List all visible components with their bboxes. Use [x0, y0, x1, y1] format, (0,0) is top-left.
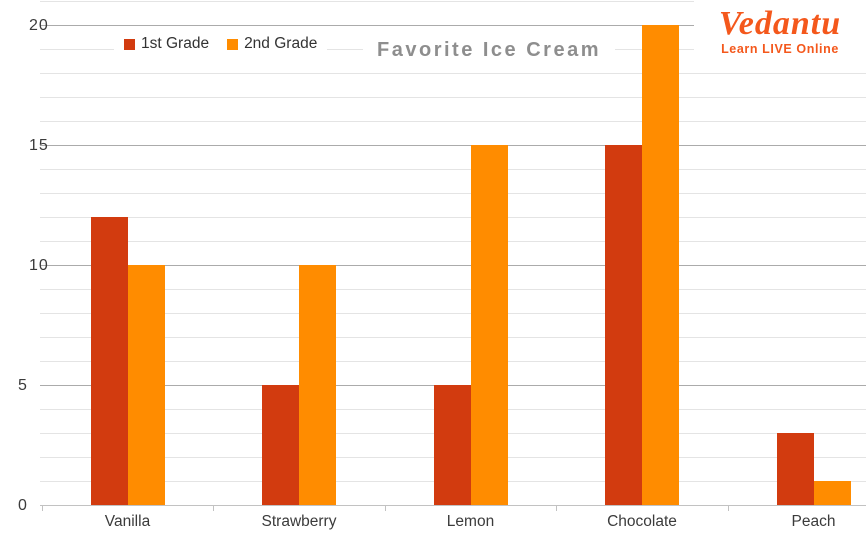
bar-2nd-grade-chocolate [642, 25, 679, 505]
x-axis-tick-0 [41, 505, 43, 511]
legend-label-1st-grade: 1st Grade [141, 35, 210, 52]
gridline-minor-17 [40, 97, 866, 98]
gridline-minor-14 [40, 169, 866, 170]
gridline-minor-9 [40, 289, 866, 290]
vedantu-tagline: Learn LIVE Online [721, 41, 839, 56]
legend-item-1st-grade: 1st Grade [124, 35, 209, 53]
bar-1st-grade-chocolate [605, 145, 642, 505]
gridline-major-10 [40, 265, 866, 266]
bar-1st-grade-strawberry [262, 385, 299, 505]
vedantu-logo: Vedantu Learn LIVE Online [694, 0, 866, 62]
bar-1st-grade-vanilla [90, 217, 128, 505]
legend-item-2nd-grade: 2nd Grade [227, 35, 317, 53]
gridline-major-15 [40, 145, 866, 146]
legend-swatch-1st-grade [124, 38, 135, 50]
x-axis-tick-2 [384, 505, 386, 511]
gridline-minor-6 [40, 361, 866, 362]
y-axis-label-0: 0 [18, 497, 28, 514]
vedantu-wordmark: Vedantu [718, 4, 842, 42]
x-axis-tick-4 [727, 505, 729, 511]
gridline-minor-13 [40, 193, 866, 194]
bar-2nd-grade-lemon [470, 145, 508, 505]
bar-2nd-grade-vanilla [127, 265, 165, 505]
bar-2nd-grade-peach [813, 481, 851, 505]
legend-swatch-2nd-grade [227, 38, 239, 50]
x-axis-tick-3 [556, 505, 558, 511]
bar-1st-grade-peach [776, 433, 814, 505]
chart-title: Favorite Ice Cream [363, 36, 615, 65]
x-axis-label-lemon: Lemon [446, 513, 495, 530]
y-axis-label-10: 10 [29, 257, 49, 274]
gridline-minor-12 [40, 217, 866, 218]
x-axis-tick-1 [213, 505, 215, 511]
x-axis-label-chocolate: Chocolate [607, 513, 677, 530]
chart-legend: 1st Grade 2nd Grade [114, 31, 328, 57]
y-axis-label-20: 20 [29, 17, 49, 34]
bar-2nd-grade-strawberry [299, 265, 336, 505]
gridline-minor-18 [40, 73, 866, 74]
bar-1st-grade-lemon [433, 385, 471, 505]
y-axis-label-15: 15 [29, 137, 49, 154]
x-axis-label-strawberry: Strawberry [261, 513, 337, 530]
gridline-minor-7 [40, 337, 866, 338]
x-axis-line [40, 505, 866, 506]
x-axis-label-peach: Peach [791, 513, 836, 530]
x-axis-label-vanilla: Vanilla [104, 513, 151, 530]
gridline-major-20 [40, 25, 866, 26]
gridline-minor-11 [40, 241, 866, 242]
gridline-minor-21 [40, 1, 866, 2]
y-axis-label-5: 5 [18, 377, 28, 394]
legend-label-2nd-grade: 2nd Grade [244, 35, 318, 52]
gridline-minor-8 [40, 313, 866, 314]
gridline-minor-16 [40, 121, 866, 122]
